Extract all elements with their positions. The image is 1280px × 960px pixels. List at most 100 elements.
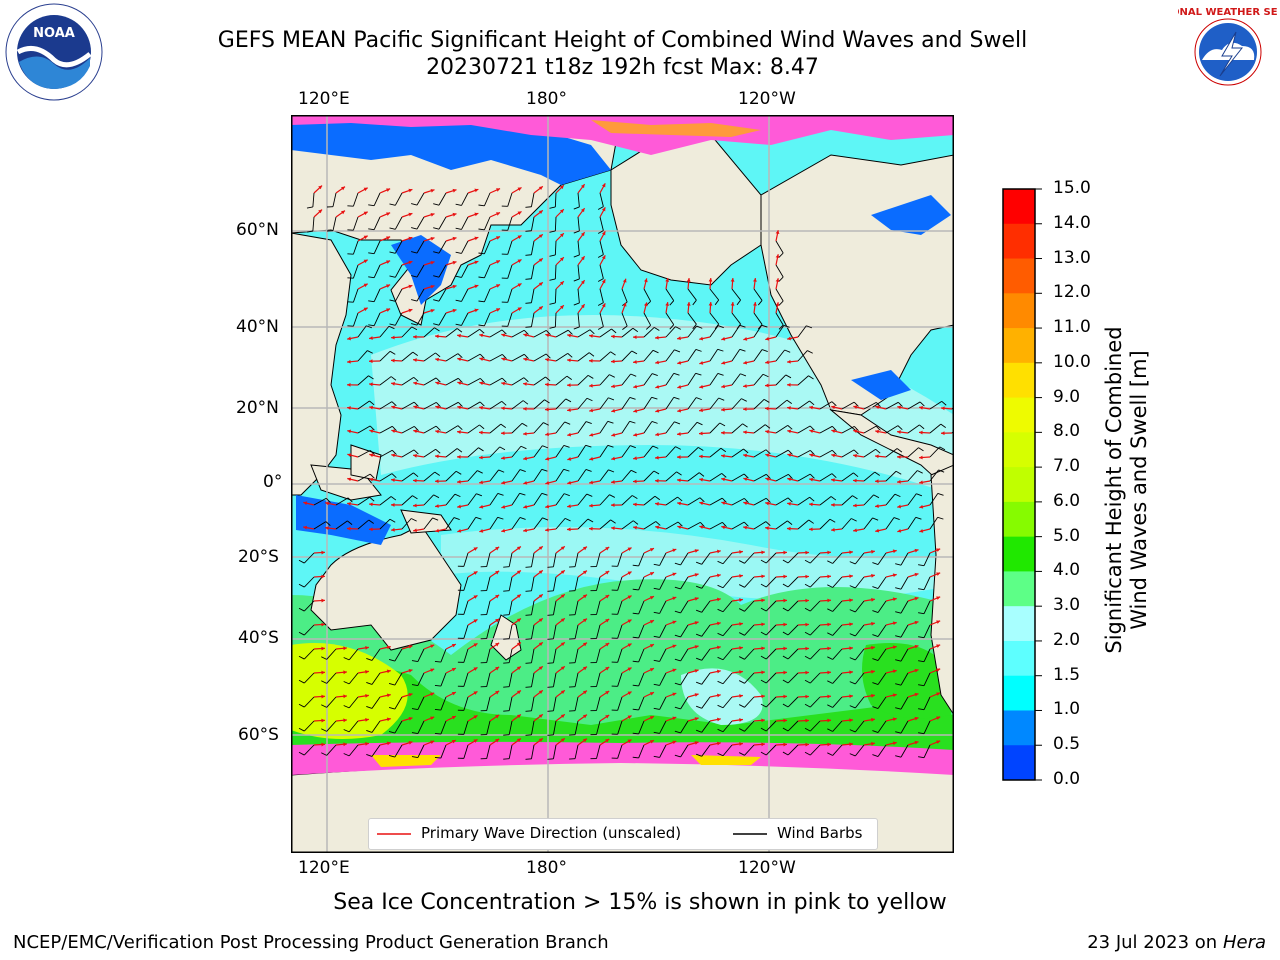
wind-barb-staff xyxy=(531,696,535,711)
svg-text:NATIONAL WEATHER SERVICE: NATIONAL WEATHER SERVICE xyxy=(1178,7,1278,18)
wind-barb-feather xyxy=(939,446,946,451)
wind-barb-staff xyxy=(709,397,720,410)
wind-barb-feather xyxy=(525,638,532,640)
wind-barb-staff xyxy=(463,720,469,735)
colorbar-tick-label: 10.0 xyxy=(1053,351,1091,372)
wave-direction-arrowhead xyxy=(611,503,615,507)
wind-barb-feather xyxy=(674,730,681,734)
wind-barb-feather xyxy=(738,656,745,660)
wave-direction-arrowhead xyxy=(457,430,461,434)
colorbar-tick-label: 6.0 xyxy=(1053,490,1081,511)
wave-direction-arrowhead xyxy=(589,456,594,461)
wind-barb-feather xyxy=(369,425,375,431)
wind-barb-staff xyxy=(531,744,535,759)
wave-direction-arrowhead xyxy=(538,258,543,263)
wind-barb-staff xyxy=(731,473,745,482)
wind-barb-staff xyxy=(854,552,865,565)
wind-barb-staff xyxy=(401,449,415,458)
wind-barb-feather xyxy=(675,446,681,450)
colorbar-tick-label: 2.0 xyxy=(1053,629,1081,650)
wave-direction-arrowhead xyxy=(708,278,713,282)
wave-direction-arrowhead xyxy=(699,360,704,365)
wave-direction-arrowhead xyxy=(699,384,704,389)
wind-barb-feather xyxy=(549,254,556,257)
wind-barb-staff xyxy=(440,744,447,759)
wind-barb-staff xyxy=(765,552,777,564)
wind-barb-feather xyxy=(525,710,532,712)
wave-direction-arrowhead xyxy=(831,478,835,482)
wind-barb-staff xyxy=(599,445,609,458)
wave-direction-arrowhead xyxy=(495,642,500,647)
wave-direction-arrowhead xyxy=(582,714,587,719)
wind-barb-feather xyxy=(760,703,767,708)
wind-barb-staff xyxy=(577,216,580,231)
wind-barb-staff xyxy=(379,449,393,458)
legend-wind-barbs-label: Wind Barbs xyxy=(777,824,863,842)
wave-direction-arrowhead xyxy=(694,645,699,649)
wind-barb-staff xyxy=(508,672,513,687)
wave-direction-arrowhead xyxy=(386,284,391,288)
wave-direction-arrowhead xyxy=(538,282,543,287)
wave-direction-arrowhead xyxy=(369,405,374,410)
wind-barb-feather xyxy=(787,520,793,525)
wind-barb-staff xyxy=(531,720,535,735)
wave-direction-arrowhead xyxy=(538,666,543,671)
wind-barb-staff xyxy=(401,472,414,482)
wind-barb-staff xyxy=(659,696,667,710)
wind-barb-staff xyxy=(665,312,675,325)
lon-label-bottom-120w: 120°W xyxy=(738,858,796,878)
wind-barb-staff xyxy=(352,288,359,303)
wind-barb-feather xyxy=(411,275,418,278)
wind-barb-staff xyxy=(753,349,763,362)
wind-barb-staff xyxy=(643,445,654,458)
wind-barb-staff xyxy=(621,470,632,482)
wind-barb-staff xyxy=(553,552,557,567)
wave-direction-arrowhead xyxy=(545,480,550,485)
wind-barb-staff xyxy=(744,576,755,588)
wind-barb-staff xyxy=(701,744,711,757)
wind-barb-staff xyxy=(797,496,810,506)
wave-direction-arrowhead xyxy=(743,501,748,506)
wind-barb-staff xyxy=(819,449,833,458)
wind-barb-staff xyxy=(357,350,368,362)
wind-barb-staff xyxy=(617,672,623,687)
wave-direction-arrowhead xyxy=(560,546,565,551)
wave-direction-arrowhead xyxy=(721,360,726,365)
wave-direction-arrowhead xyxy=(538,210,543,215)
wind-barb-feather xyxy=(501,400,507,406)
wind-barb-staff xyxy=(596,648,601,663)
wind-barb-staff xyxy=(484,192,491,207)
colorbar-tick-label: 11.0 xyxy=(1053,317,1091,338)
wave-direction-arrowhead xyxy=(919,430,923,435)
wind-barb-feather xyxy=(804,607,811,612)
wave-direction-arrowhead xyxy=(655,525,660,530)
wind-barb-staff xyxy=(877,672,887,685)
wind-barb-feather xyxy=(434,471,440,476)
wind-barb-feather xyxy=(717,348,724,352)
wind-barb-feather xyxy=(366,754,373,757)
wind-barb-staff xyxy=(508,744,513,759)
wind-barb-feather xyxy=(525,734,532,736)
wave-direction-arrowhead xyxy=(831,503,835,507)
wave-direction-arrowhead xyxy=(875,405,880,410)
wind-barb-feather xyxy=(674,421,681,425)
wave-direction-arrowhead xyxy=(545,382,549,387)
wave-direction-arrowhead xyxy=(347,477,352,482)
wind-barb-staff xyxy=(765,648,777,660)
wind-barb-staff xyxy=(599,469,609,482)
wind-barb-feather xyxy=(388,659,395,662)
wind-barb-staff xyxy=(423,327,435,338)
wave-direction-arrowhead xyxy=(496,236,501,240)
wind-barb-staff xyxy=(463,576,469,591)
wind-barb-staff xyxy=(553,696,557,711)
wind-barb-staff xyxy=(709,521,723,530)
wave-direction-arrowhead xyxy=(347,526,351,531)
wind-barb-staff xyxy=(643,373,653,386)
wind-barb-staff xyxy=(744,648,755,660)
wind-barb-feather xyxy=(669,300,675,306)
wave-direction-arrowhead xyxy=(363,307,368,312)
wave-direction-arrowhead xyxy=(739,718,743,722)
wave-direction-arrowhead xyxy=(347,359,351,364)
chart-subtitle: 20230721 t18z 192h fcst Max: 8.47 xyxy=(426,55,819,80)
colorbar-tick-label: 1.0 xyxy=(1053,699,1081,720)
